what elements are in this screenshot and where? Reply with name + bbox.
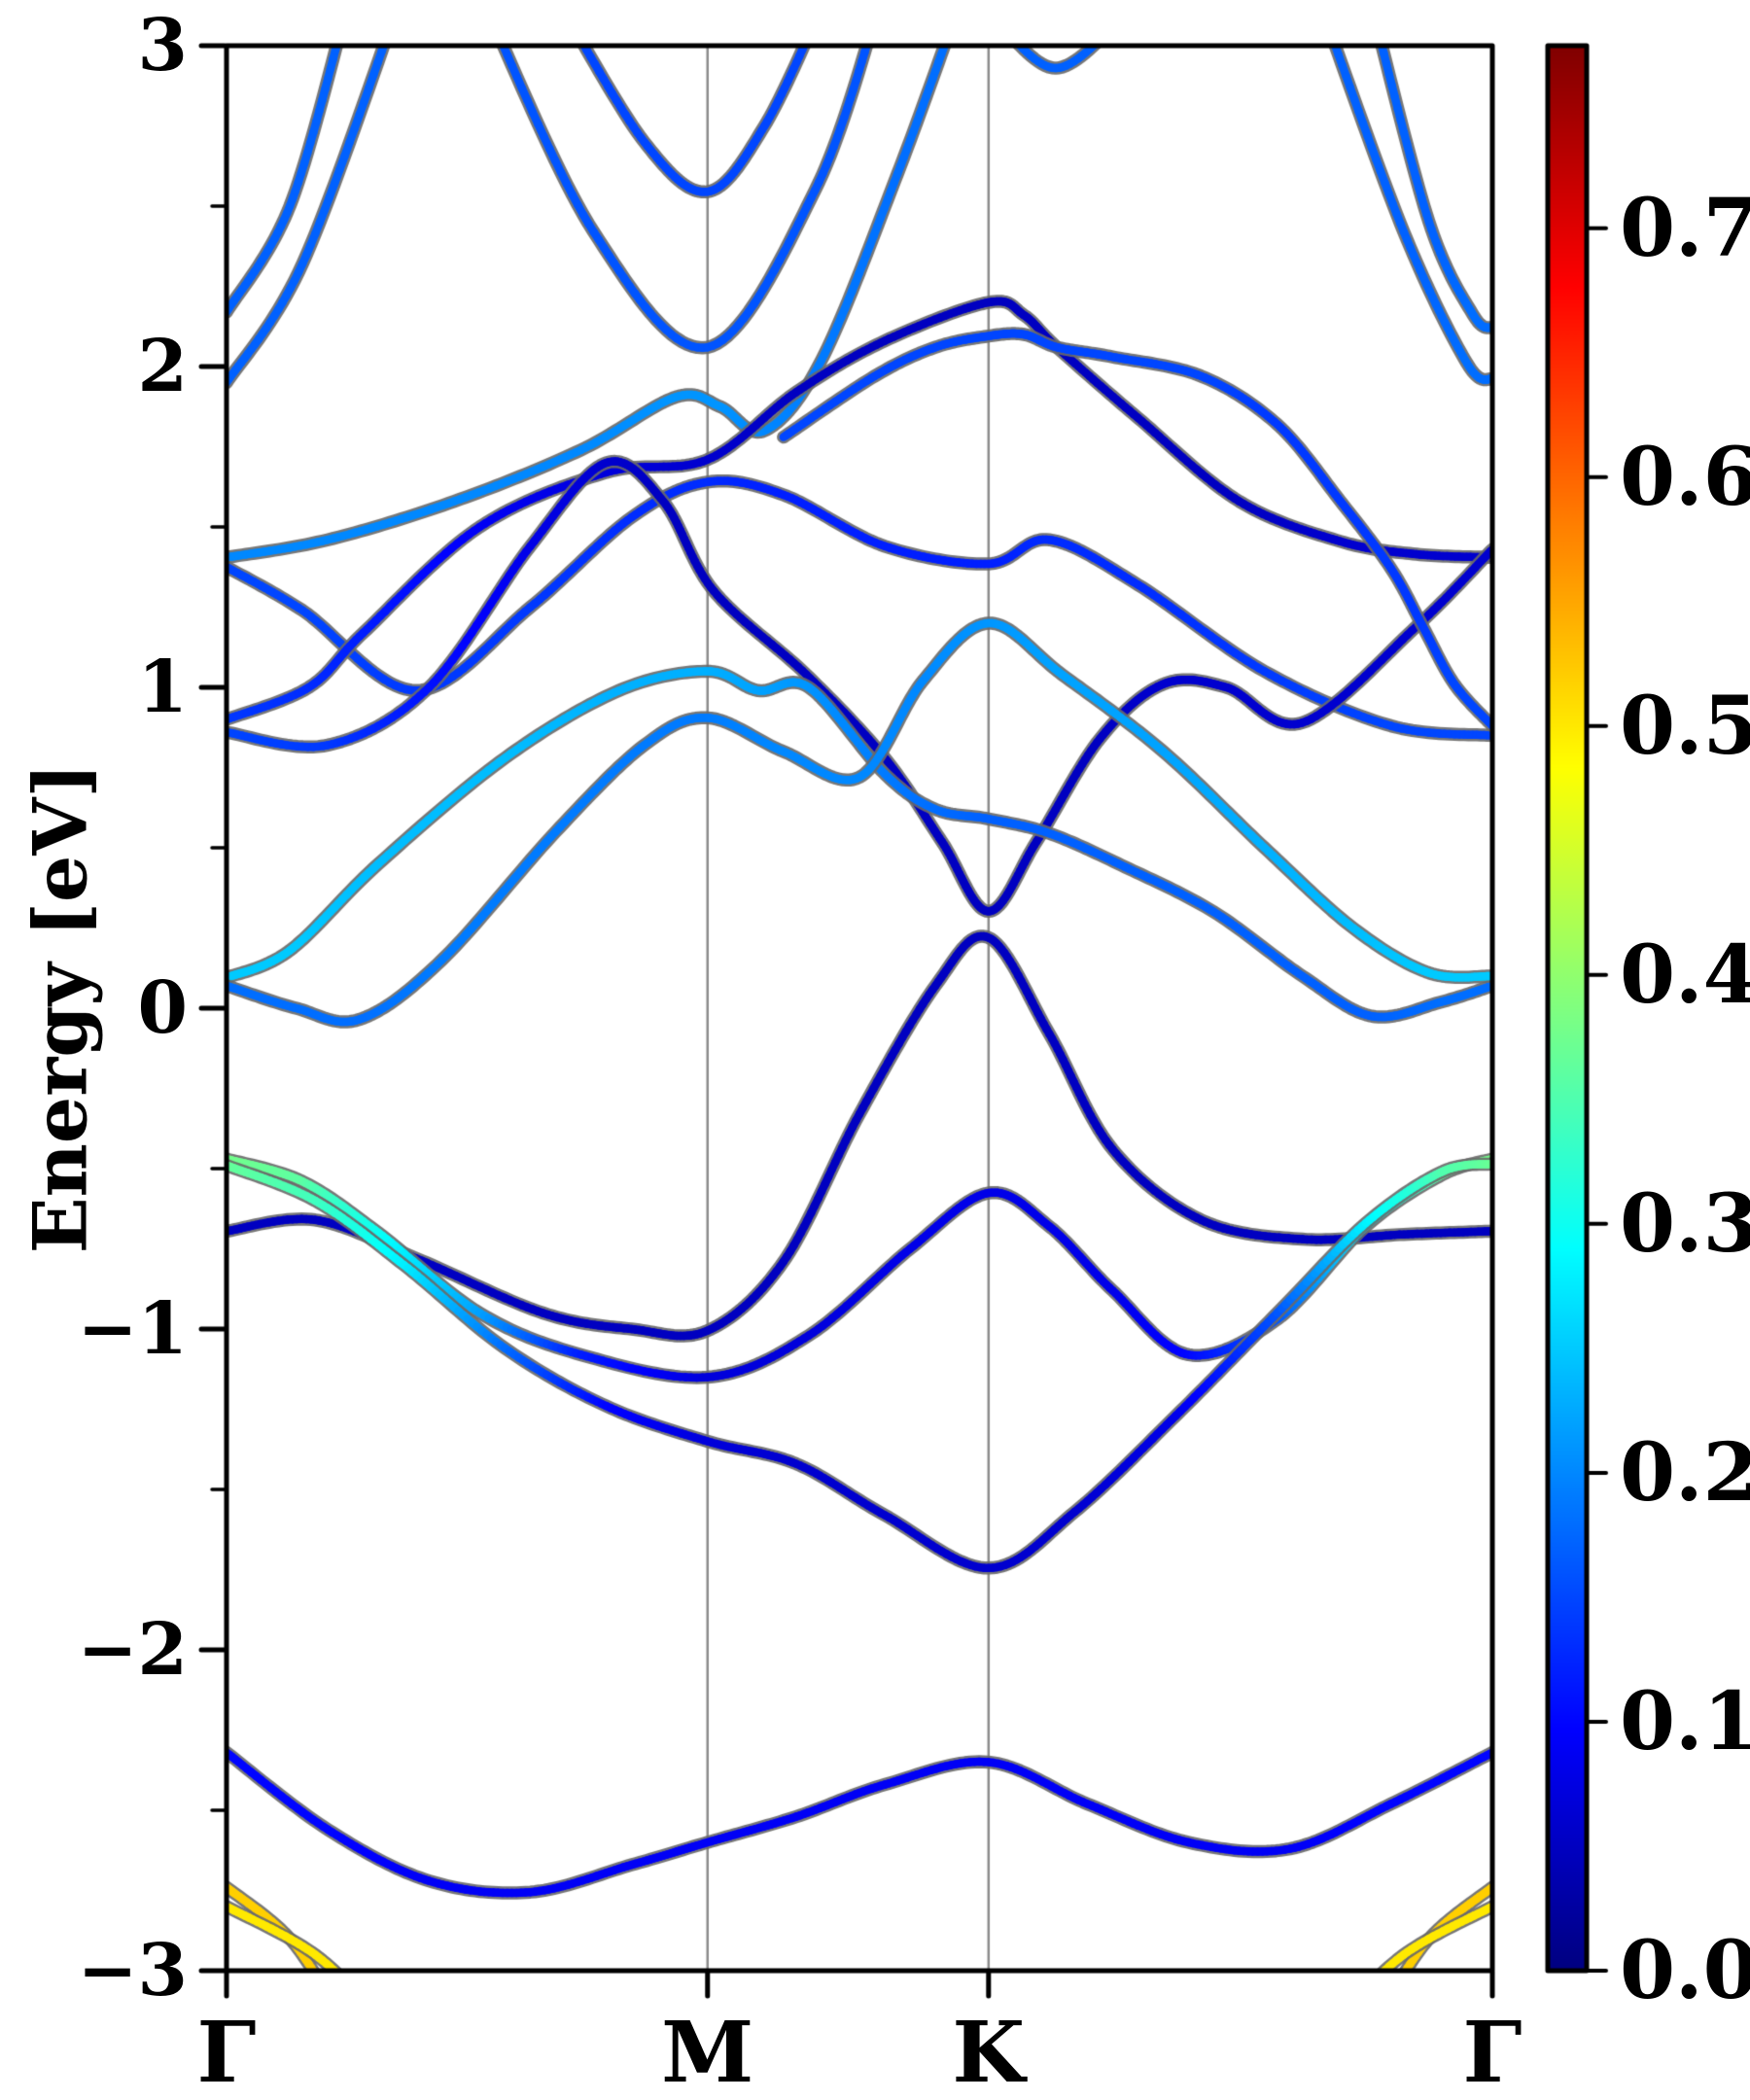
y-tick-label-0: 0 <box>137 966 189 1050</box>
y-tick-label-−3: −3 <box>77 1929 189 2012</box>
x-tick-label-Γ-0: Γ <box>196 2004 257 2100</box>
x-tick-label-K-2: K <box>952 2004 1026 2100</box>
x-tick-label-Γ-3: Γ <box>1462 2004 1522 2100</box>
colorbar-tick-label-0.2: 0.2 <box>1620 1425 1750 1520</box>
colorbar-tick-label-0.1: 0.1 <box>1620 1674 1750 1768</box>
colorbar-tick-label-0.5: 0.5 <box>1620 679 1750 773</box>
y-tick-label-1: 1 <box>137 646 189 729</box>
colorbar-tick-label-0.3: 0.3 <box>1620 1176 1750 1271</box>
colorbar-tick-label-0.4: 0.4 <box>1620 928 1750 1022</box>
colorbar-tick-label-0.0: 0.0 <box>1620 1924 1750 2017</box>
x-tick-label-M-1: M <box>661 2004 754 2100</box>
y-tick-label-−2: −2 <box>77 1608 189 1692</box>
colorbar-tick-label-0.6: 0.6 <box>1620 430 1750 524</box>
y-tick-label-2: 2 <box>137 325 189 408</box>
y-tick-label-−1: −1 <box>77 1287 189 1371</box>
y-tick-label-3: 3 <box>137 4 189 88</box>
colorbar-tick-label-0.7: 0.7 <box>1620 181 1750 275</box>
y-axis-title: Energy [eV] <box>17 762 104 1254</box>
